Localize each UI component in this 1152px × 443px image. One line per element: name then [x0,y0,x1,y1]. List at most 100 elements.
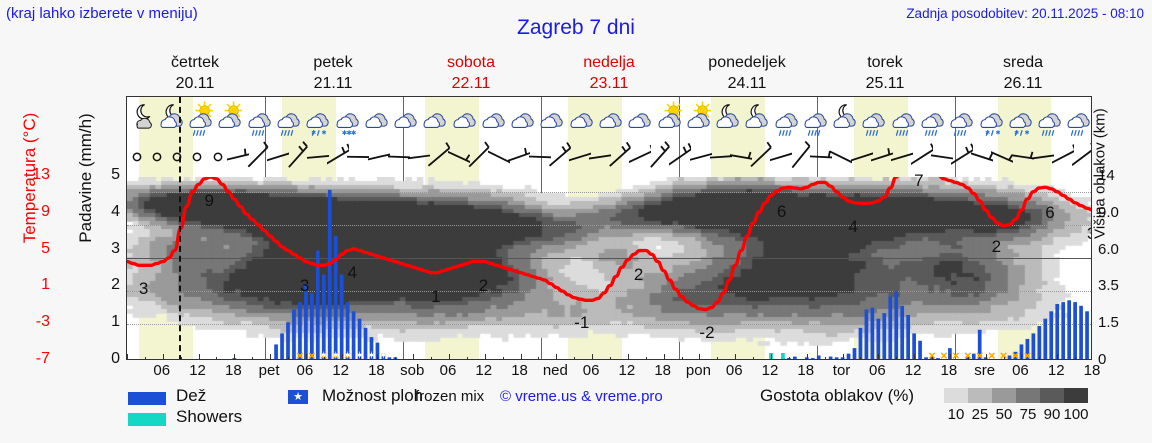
grid-line-3 [127,257,1091,259]
precip-bar [990,359,994,360]
x-tick [377,354,379,359]
x-tick [127,354,128,359]
copyright-link[interactable]: © vreme.us & vreme.pro [500,388,663,405]
svg-text:✱: ✱ [995,130,1000,137]
wind-barb [566,141,595,175]
x-label-24: 06 [1012,362,1029,379]
cloud-height-tick-3: 3.5 [1098,277,1119,295]
precip-bar [1091,317,1092,360]
rain-legend-label: Dež [176,386,207,405]
wind-barb [224,141,253,175]
weather-icon-cloud [480,98,506,140]
precip-bar [387,357,392,359]
cloud-height-tick-0: 14 [1098,167,1115,184]
location-menu-note[interactable]: (kraj lahko izberete v meniju) [6,5,198,22]
x-label-21: 12 [904,362,922,379]
x-label-22: 18 [940,362,958,379]
temp-label-10: 6 [776,202,787,222]
frozen-mix-marker: × [928,348,936,360]
wind-barb [364,141,394,175]
grid-line-5 [127,324,1091,326]
chance-marker: ✶ [319,350,328,360]
wind-barb [750,141,776,175]
colorbar-swatch-0 [944,388,968,403]
weather-icon-cloud-rain [1065,98,1091,140]
precip-bar [1079,305,1083,359]
wind-barb [586,141,615,175]
precip-bar [876,318,881,359]
forecast-plot-frame: ✱ ✱ ✱ ✱ ✱ ✱ ✱ ✱ ✱ × × × × × × × × × × × × × × ✶ ✶ ✶ ✶ ✶ ✶ 3 9 3 4 1 2 -1 2… [126,96,1092,360]
x-tick [1021,354,1023,359]
precip-bar [810,358,815,359]
precip-bar [292,309,296,359]
precip-bar [310,292,314,359]
grid-line-4 [127,291,1091,293]
frozen-mix-marker: × [952,348,960,360]
precip-bar [363,327,368,359]
frozen-mix-marker: × [296,348,304,360]
x-tick [288,357,289,359]
weather-icon-cloud-rain [1036,98,1062,140]
colorbar-swatch-5 [1064,388,1088,403]
precip-bar [286,322,290,359]
svg-text:✱: ✱ [985,130,990,137]
x-tick [538,357,540,359]
precip-bar [369,337,374,359]
precip-bar [1025,338,1030,359]
frozen-mix-marker: × [940,348,948,360]
precip-bar [828,356,833,359]
x-tick [967,357,969,359]
wind-barb [326,141,353,175]
x-tick [788,357,790,359]
cloud-height-tick-4: 1.5 [1098,314,1119,332]
precip-bar [345,302,350,359]
chance-legend-label: Možnost ploh [322,386,424,405]
x-tick [466,357,468,359]
svg-text:✱: ✱ [1014,130,1019,137]
weather-icon-cloud [538,98,564,140]
precip-bar [948,348,952,359]
colorbar-label-4: 90 [1043,406,1061,423]
precip-bar [1043,318,1048,359]
weather-icon-cloud [421,98,447,140]
precip-bar [942,359,946,360]
x-tick [502,357,504,359]
x-tick [842,354,844,359]
temp-label-11: 4 [848,216,858,236]
x-tick [305,354,307,359]
x-label-7: sob [400,362,425,379]
chance-of-showers-swatch: ★ [288,390,308,404]
frozen-mix-marker: × [320,348,328,360]
x-tick [323,357,325,359]
wind-barb [384,141,415,175]
precip-bar [775,359,779,360]
x-tick [699,354,701,359]
x-tick [1075,357,1077,359]
colorbar-label-5: 100 [1063,406,1089,423]
wind-barb [207,141,233,175]
day-header-6: torek 25.11 [816,52,954,96]
precip-bar [894,291,899,359]
precip-bar [793,356,797,359]
x-tick [395,357,397,359]
wind-barb [405,141,434,175]
frozen-mix-marker: × [332,348,340,360]
precip-bar [405,359,409,360]
x-label-11: ned [542,362,568,379]
precip-bar [996,359,1000,360]
wind-barb [888,141,917,175]
x-tick [592,354,594,359]
x-tick [484,354,486,359]
precip-bar [846,353,851,359]
day-name: četrtek [170,54,219,71]
x-label-10: 18 [511,362,528,379]
weather-icon-cloud-sleet: ✱ ✱ [304,98,330,140]
weather-icon-cloud-rain [275,98,301,140]
weather-icon-row: ✱ ✱ ✱ ✱ ✱ ✱ ✱ ✱ ✱ [127,97,1091,141]
temperature-tick-4: -3 [35,313,50,331]
day-name: petek [313,54,353,71]
x-label-13: 12 [618,362,636,379]
cloud-density-legend-label: Gostota oblakov (%) [760,386,915,405]
precip-bar [1085,311,1089,359]
